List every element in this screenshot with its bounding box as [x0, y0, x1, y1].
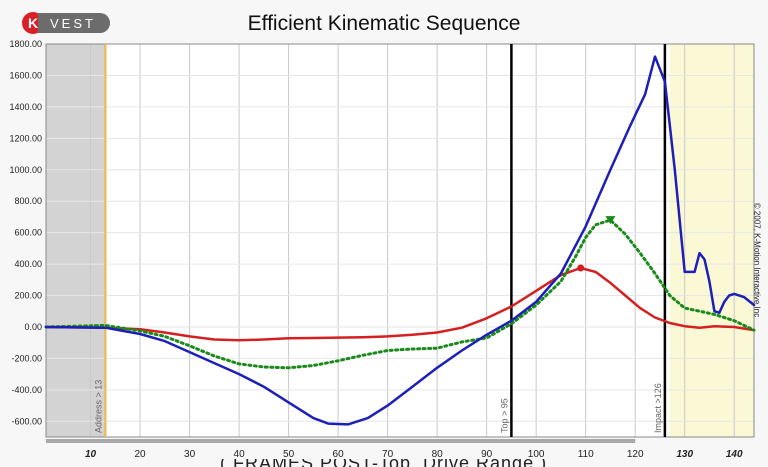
series-line-1	[44, 218, 756, 370]
x-tick-label: 80	[432, 449, 444, 460]
x-tick-label: 30	[184, 449, 196, 460]
series-line-2	[44, 55, 756, 426]
plot-background	[46, 44, 754, 437]
x-tick-label: 110	[578, 449, 594, 460]
event-label-1: Top > 95	[499, 398, 509, 433]
shaded-region-1	[669, 44, 754, 437]
x-tick-label: 120	[627, 449, 644, 460]
y-tick-label: 1600.00	[9, 70, 42, 80]
x-axis-range-label: ( FRAMES POST-Top, Drive Range )	[220, 459, 547, 467]
copyright-notice: © 2007, K-Motion Interactive Inc	[752, 202, 762, 318]
x-tick-label: 140	[726, 449, 743, 460]
shaded-region-0	[46, 44, 106, 437]
y-tick-label: -200.00	[11, 353, 42, 363]
event-label-2: Impact >126	[653, 383, 663, 433]
x-tick-label: 20	[135, 449, 147, 460]
series-peak-marker-0	[577, 264, 585, 272]
y-tick-label: 1800.00	[9, 39, 42, 49]
x-tick-label: 70	[382, 449, 394, 460]
x-tick-label: 90	[481, 449, 493, 460]
y-tick-label: 600.00	[14, 228, 42, 238]
y-tick-label: 1200.00	[9, 133, 42, 143]
y-tick-label: 200.00	[14, 291, 42, 301]
chart-title: Efficient Kinematic Sequence	[247, 12, 521, 35]
series-line-0	[44, 266, 756, 342]
plot-border	[45, 43, 755, 438]
horizontal-scrollbar	[46, 439, 636, 443]
x-tick-label: 130	[676, 449, 693, 460]
x-tick-label: 10	[85, 449, 97, 460]
x-tick-label: 100	[528, 449, 545, 460]
x-tick-label: 40	[234, 449, 246, 460]
y-tick-label: -600.00	[11, 416, 42, 426]
y-tick-label: -400.00	[11, 385, 42, 395]
y-tick-label: 0.00	[24, 322, 42, 332]
y-tick-label: 400.00	[14, 259, 42, 269]
logo-text: VEST	[38, 13, 110, 33]
y-tick-label: 1000.00	[9, 165, 42, 175]
x-tick-label: 60	[333, 449, 345, 460]
y-tick-label: 800.00	[14, 196, 42, 206]
series-peak-marker-1	[605, 216, 616, 225]
y-tick-label: 1400.00	[9, 102, 42, 112]
event-label-0: Address > 13	[93, 380, 103, 433]
x-tick-label: 50	[283, 449, 295, 460]
kvest-logo: K VEST	[22, 12, 110, 34]
